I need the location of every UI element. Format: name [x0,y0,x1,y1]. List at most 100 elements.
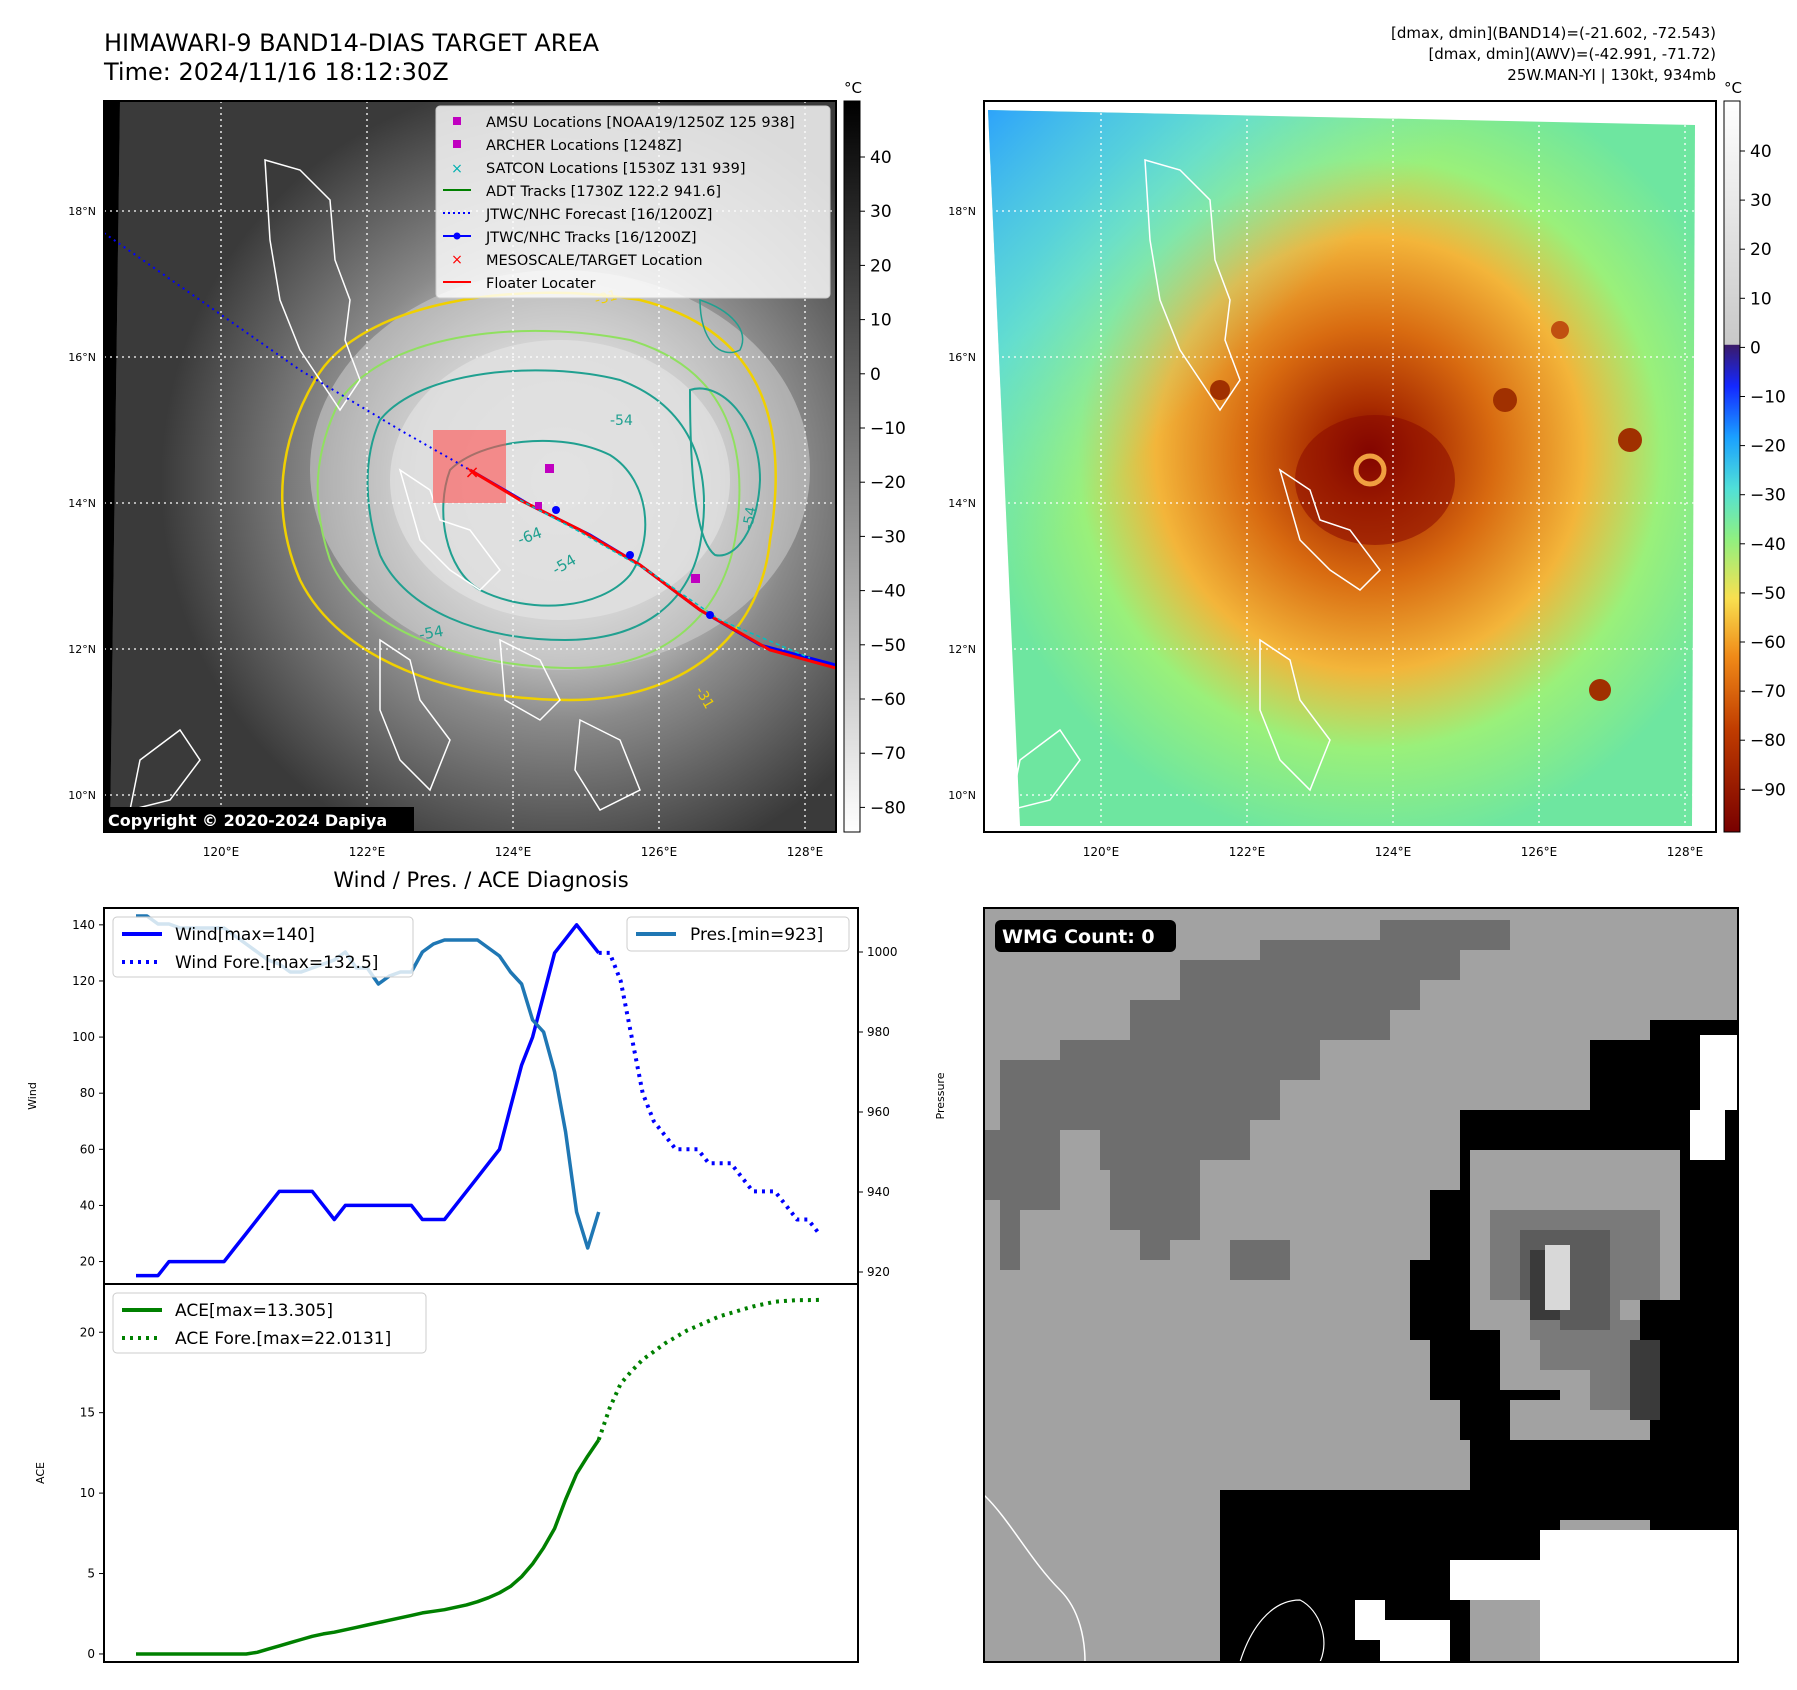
stats-awv: [dmax, dmin](AWV)=(-42.991, -71.72) [1428,45,1716,63]
colorbar-tick-label: −20 [1750,437,1786,457]
lon-tick-label: 120°E [203,845,240,859]
legend-label: Floater Locater [486,276,595,292]
figure-time: Time: 2024/11/16 18:12:30Z [103,58,449,86]
wmg-panel: WMG Count: 0 [983,907,1739,1663]
colorbar-tick-label: −80 [1750,731,1786,751]
lat-tick-label: 10°N [68,789,96,802]
colorbar-tick-label: −20 [870,473,906,493]
lat-tick-label: 12°N [68,643,96,656]
colorbar-tick-label: −50 [870,636,906,656]
copyright-label: Copyright © 2020-2024 Dapiya [108,811,387,830]
ace-tick-label: 0 [87,1647,95,1661]
lat-tick-label: 16°N [68,351,96,364]
colorbar-tick-label: −80 [870,798,906,818]
lon-tick-label: 122°E [349,845,386,859]
ace-chart: 0 5 10 15 20 ACE ACE[max=13.305] ACE Fore.[m… [34,1283,859,1663]
colorbar-tick-label: 40 [870,148,892,168]
colorbar-tick-label: 0 [870,365,881,385]
ace-tick-label: 20 [80,1325,95,1339]
series-line-1 [598,950,821,1235]
lat-tick-label: 18°N [948,205,976,218]
ace-tick-label: 10 [80,1486,95,1500]
wmg-count-badge: WMG Count: 0 [1002,926,1155,948]
colorbar-unit: °C [844,79,862,97]
colorbar-tick-label: 30 [870,202,892,222]
stats-storm: 25W.MAN-YI | 130kt, 934mb [1507,66,1716,84]
stats-band14: [dmax, dmin](BAND14)=(-21.602, -72.543) [1391,24,1716,42]
wind-tick-label: 60 [80,1142,95,1156]
legend-label: MESOSCALE/TARGET Location [486,253,703,269]
legend-label: ACE[max=13.305] [175,1301,333,1321]
contour-label: -54 [610,413,633,429]
ace-series-line-0 [136,1438,601,1656]
lat-tick-label: 18°N [68,205,96,218]
lon-tick-label: 124°E [495,845,532,859]
legend-label: AMSU Locations [NOAA19/1250Z 125 938] [486,115,795,131]
colorbar-tick-label: 10 [1750,289,1772,309]
legend-label: Wind Fore.[max=132.5] [175,953,378,973]
lon-tick-label: 120°E [1083,845,1120,859]
wind-axis-label: Wind [26,1082,39,1110]
lat-tick-label: 16°N [948,351,976,364]
lon-tick-label: 128°E [1667,845,1704,859]
pressure-axis-label: Pressure [934,1072,947,1119]
colorbar-tick-label: 30 [1750,191,1772,211]
lat-tick-label: 12°N [948,643,976,656]
colorbar-tick-label: 20 [1750,240,1772,260]
legend-x-icon: × [451,161,463,177]
ir-map-panel: × -31 -54 -64 -54 -54 -54 -31 × × AMSU L… [68,100,837,859]
pressure-tick-label: 980 [867,1025,890,1039]
legend-label: ACE Fore.[max=22.0131] [175,1329,391,1349]
legend-label: ARCHER Locations [1248Z] [486,138,682,154]
contour-label: -54 [740,505,760,530]
legend-label: Pres.[min=923] [690,925,823,945]
colorbar-tick-label: −10 [870,419,906,439]
legend-label: JTWC/NHC Tracks [16/1200Z] [485,230,697,246]
colorbar-unit: °C [1724,79,1742,97]
pressure-tick-label: 1000 [867,945,898,959]
legend-x-icon: × [451,252,463,268]
legend-square-icon [453,140,461,148]
wind-legend: Wind[max=140] Wind Fore.[max=132.5] [112,916,414,978]
contour-label: -54 [418,622,445,644]
colorbar-tick-label: −10 [1750,388,1786,408]
lon-tick-label: 122°E [1229,845,1266,859]
wind-tick-label: 20 [80,1255,95,1269]
colorbar-tick-label: −50 [1750,584,1786,604]
diagnosis-title: Wind / Pres. / ACE Diagnosis [333,868,628,892]
pressure-tick-label: 920 [867,1265,890,1279]
figure-title: HIMAWARI-9 BAND14-DIAS TARGET AREA [104,29,600,57]
colorbar-tick-label: 40 [1750,142,1772,162]
colorbar-tick-label: −70 [1750,682,1786,702]
legend-label: JTWC/NHC Forecast [16/1200Z] [485,207,712,223]
colorbar-tick-label: −60 [1750,633,1786,653]
lon-tick-label: 126°E [1521,845,1558,859]
lon-tick-label: 126°E [641,845,678,859]
ace-tick-label: 5 [87,1567,95,1581]
colorbar-tick-label: 0 [1750,338,1761,358]
wind-tick-label: 40 [80,1198,95,1212]
colorbar-tick-label: −90 [1750,780,1786,800]
colorbar-tick-label: −60 [870,690,906,710]
svg-text:×: × [464,462,479,483]
colorbar-tick-label: −70 [870,744,906,764]
colorbar-tick-label: −40 [1750,535,1786,555]
pres-legend: Pres.[min=923] [626,916,850,952]
legend-label: SATCON Locations [1530Z 131 939] [486,161,745,177]
colorbar-tick-label: −30 [1750,486,1786,506]
legend-label: ADT Tracks [1730Z 122.2 941.6] [486,184,721,200]
lon-tick-label: 128°E [787,845,824,859]
pressure-tick-label: 940 [867,1185,890,1199]
ace-axis-label: ACE [34,1462,47,1484]
map-legend: × × AMSU Locations [NOAA19/1250Z 125 938… [435,105,831,299]
lat-tick-label: 14°N [68,497,96,510]
awv-map-panel: 120°E 122°E 124°E 126°E 128°E 18°N 16°N … [948,100,1717,859]
wind-tick-label: 80 [80,1086,95,1100]
lon-tick-label: 124°E [1375,845,1412,859]
colorbar-tick-label: −30 [870,527,906,547]
lat-tick-label: 14°N [948,497,976,510]
colorbar-tick-label: −40 [870,582,906,602]
wind-tick-label: 140 [72,918,95,932]
ir-colorbar: °C 40 30 20 10 0 −10 −20 −30 −40 −50 −60 −70 −80 [843,79,906,833]
